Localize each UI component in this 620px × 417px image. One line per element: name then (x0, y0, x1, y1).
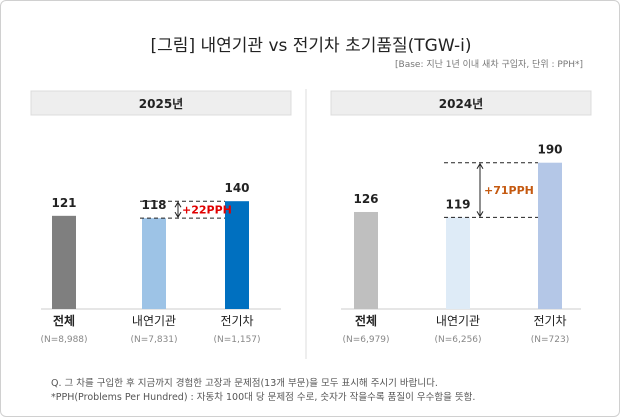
data-label: 126 (353, 192, 378, 206)
data-label: 118 (141, 198, 166, 212)
category-label: 내연기관 (436, 314, 480, 328)
bar (446, 217, 470, 309)
panel-header (330, 90, 592, 116)
bar (142, 218, 166, 309)
pph-note: *PPH(Problems Per Hundred) : 자동차 100대 당 … (51, 392, 476, 403)
arrow-heads (476, 162, 484, 218)
n-label: (N=6,979) (342, 335, 389, 345)
panel-header (30, 90, 292, 116)
category-label: 전체 (355, 313, 377, 328)
data-label: 121 (51, 196, 76, 210)
category-label: 내연기관 (132, 314, 176, 328)
bar (354, 211, 378, 309)
n-label: (N=723) (531, 335, 569, 345)
difference-annotation: +71PPH (484, 184, 534, 197)
difference-annotation: +22PPH (182, 204, 232, 217)
chart-title: [그림] 내연기관 vs 전기차 초기품질(TGW-i) (150, 36, 472, 56)
data-label: 119 (445, 197, 470, 211)
bar (538, 162, 562, 309)
n-label: (N=6,256) (434, 335, 481, 345)
category-label: 전기차 (220, 314, 253, 328)
n-label: (N=8,988) (40, 335, 87, 345)
question-note: Q. 그 차를 구입한 후 지금까지 경험한 고장과 문제점(13개 부문)을 … (51, 378, 438, 389)
data-label: 140 (224, 181, 249, 195)
data-label: 190 (537, 143, 562, 157)
category-label: 전기차 (533, 314, 566, 328)
n-label: (N=7,831) (130, 335, 177, 345)
panel-title: 2024년 (439, 97, 483, 111)
panel-title: 2025년 (139, 97, 183, 111)
base-note: [Base: 지난 1년 이내 새차 구입자, 단위 : PPH*] (395, 60, 583, 70)
arrow-heads (174, 201, 182, 219)
bar (225, 201, 249, 309)
n-label: (N=1,157) (213, 335, 260, 345)
bar (52, 215, 76, 309)
category-label: 전체 (53, 313, 75, 328)
